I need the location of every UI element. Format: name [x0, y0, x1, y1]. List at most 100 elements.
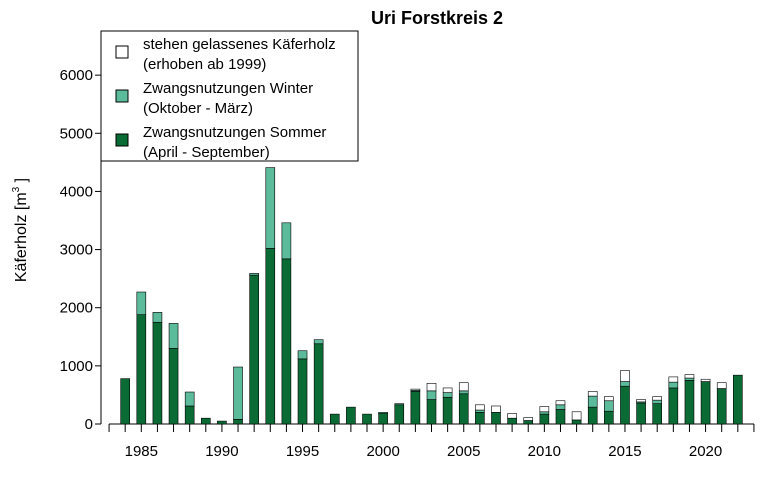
bar-sommer-2012 [571, 419, 582, 425]
legend-swatch-winter [115, 89, 129, 103]
bar-winter-1995 [297, 350, 308, 360]
bar-winter-2005 [458, 390, 469, 395]
y-axis-label-main: Käferholz [m [13, 192, 30, 282]
bar-sommer-1992 [249, 274, 259, 425]
y-tick-label: 6000 [60, 67, 93, 84]
bars [120, 167, 743, 425]
bar-sommer-1986 [152, 321, 163, 425]
bar-stehen-2008 [507, 413, 517, 419]
bar-sommer-2016 [636, 402, 646, 425]
y-tick-label: 4000 [60, 183, 93, 200]
bar-stehen-2021 [716, 382, 727, 389]
bar-sommer-2008 [507, 417, 517, 425]
bar-stehen-2019 [684, 374, 695, 379]
bar-sommer-1999 [362, 413, 372, 425]
legend-label-winter-line1: Zwangsnutzungen Winter [143, 80, 313, 97]
bar-sommer-2010 [539, 413, 550, 425]
bar-stehen-2002 [410, 388, 421, 391]
bar-sommer-2018 [668, 387, 679, 425]
bar-winter-2000 [378, 412, 388, 414]
bar-winter-2003 [426, 390, 437, 400]
bar-stehen-2020 [700, 378, 711, 382]
bar-sommer-1991 [233, 419, 243, 425]
bar-winter-2015 [620, 381, 630, 387]
x-tick-label: 1995 [286, 443, 319, 460]
bar-stehen-2018 [668, 376, 679, 383]
legend-label-stehen-line2: (erhoben ab 1999) [143, 56, 266, 73]
legend-box [100, 30, 359, 162]
bar-winter-1986 [152, 312, 163, 323]
bar-sommer-2017 [652, 403, 663, 425]
bar-winter-1992 [249, 273, 259, 276]
y-axis: 0 1000 2000 3000 4000 5000 6000 [60, 67, 102, 433]
bar-winter-2010 [539, 411, 550, 415]
bar-sommer-2014 [604, 410, 614, 425]
x-tick-label: 2000 [366, 443, 399, 460]
chart-title: Uri Forstkreis 2 [371, 8, 503, 28]
y-tick-label: 3000 [60, 242, 93, 259]
bar-sommer-2022 [733, 374, 743, 425]
bar-sommer-1993 [265, 248, 276, 425]
bar-sommer-1995 [297, 358, 308, 425]
bar-stehen-2004 [442, 387, 453, 393]
bar-sommer-2002 [410, 391, 421, 425]
x-axis: 1985 1990 1995 2000 2005 2010 2015 2020 [108, 423, 755, 460]
bar-winter-1987 [168, 323, 179, 349]
bar-sommer-1984 [120, 378, 130, 425]
bar-winter-2013 [587, 395, 598, 408]
bar-stehen-2014 [604, 396, 614, 402]
bar-winter-2018 [668, 381, 679, 389]
y-tick-label: 1000 [60, 358, 93, 375]
legend-swatch-stehen [115, 45, 129, 59]
bar-stehen-2016 [636, 399, 646, 403]
bar-stehen-2015 [620, 370, 630, 382]
bar-stehen-2005 [458, 382, 469, 392]
bar-sommer-1985 [136, 314, 147, 425]
bar-sommer-2003 [426, 399, 437, 425]
bar-sommer-1987 [168, 348, 179, 425]
bar-stehen-2003 [426, 382, 437, 392]
bar-sommer-2020 [700, 381, 711, 425]
y-axis-label-superscript: 3 [11, 186, 22, 192]
bar-sommer-2021 [716, 388, 727, 425]
bar-sommer-1988 [184, 405, 195, 425]
bar-winter-2004 [442, 392, 453, 398]
bar-stehen-2007 [491, 405, 501, 413]
bar-winter-1994 [281, 222, 292, 260]
bar-sommer-2000 [378, 413, 388, 425]
legend: stehen gelassenes Käferholz (erhoben ab … [100, 30, 359, 162]
y-tick-label: 0 [85, 416, 93, 433]
x-tick-label: 2005 [447, 443, 480, 460]
bar-stehen-2010 [539, 406, 550, 413]
bar-stehen-2009 [523, 417, 534, 421]
bar-sommer-2005 [458, 393, 469, 425]
bar-sommer-2013 [587, 406, 598, 425]
x-tick-label: 1990 [205, 443, 238, 460]
bar-sommer-1989 [200, 417, 211, 425]
bar-winter-1985 [136, 291, 147, 315]
bar-winter-2006 [475, 409, 485, 413]
bar-sommer-1994 [281, 258, 292, 425]
bar-sommer-2015 [620, 385, 630, 425]
bar-stehen-2017 [652, 396, 663, 401]
legend-label-sommer-line1: Zwangsnutzungen Sommer [143, 124, 326, 141]
bar-stehen-2006 [475, 404, 485, 411]
bar-sommer-2004 [442, 396, 453, 425]
y-axis-label: Käferholz [m3 ] [11, 178, 30, 282]
bar-sommer-2019 [684, 380, 695, 425]
bar-sommer-1997 [329, 413, 340, 425]
bar-winter-1988 [184, 391, 195, 407]
x-tick-label: 2015 [608, 443, 641, 460]
bar-sommer-2011 [555, 409, 566, 425]
bar-winter-1991 [233, 366, 243, 420]
bar-sommer-2006 [475, 412, 485, 425]
bar-sommer-1998 [346, 406, 356, 425]
bar-winter-2017 [652, 399, 663, 404]
bar-sommer-2001 [394, 404, 405, 425]
bar-stehen-2012 [571, 411, 582, 421]
y-axis-label-end: ] [13, 178, 30, 187]
y-tick-label: 5000 [60, 125, 93, 142]
bar-winter-1993 [265, 167, 276, 249]
bar-winter-2019 [684, 377, 695, 381]
